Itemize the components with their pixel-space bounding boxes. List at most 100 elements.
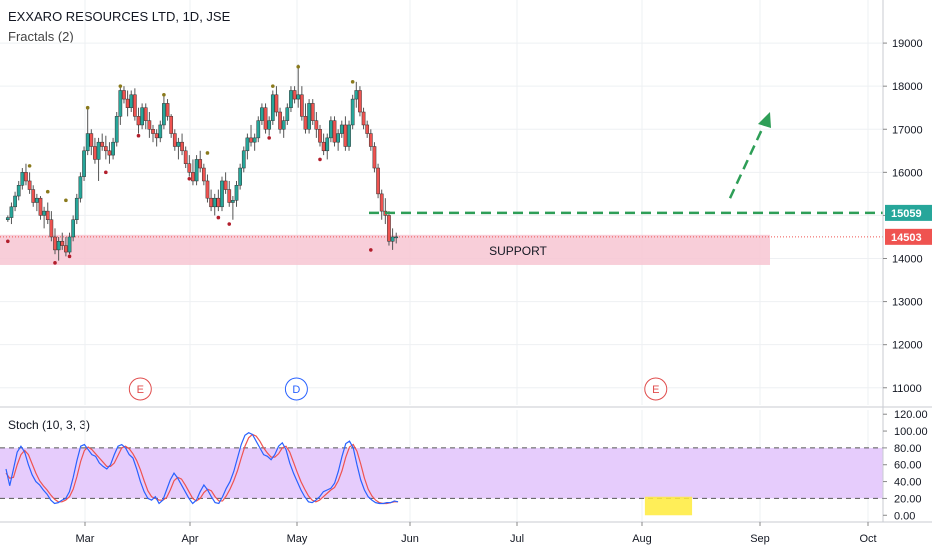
candle-body	[292, 90, 297, 100]
month-label: Jul	[510, 533, 524, 545]
candle	[368, 129, 373, 151]
candle	[183, 146, 188, 169]
candle	[292, 86, 297, 104]
fractal-down-marker	[187, 177, 192, 181]
event-marker-label: D	[292, 384, 300, 396]
candle-body	[5, 217, 10, 220]
candle-body	[234, 185, 239, 201]
stoch-d-line	[5, 433, 399, 505]
candle-body	[241, 150, 246, 169]
stoch-tick-label: 20.00	[894, 493, 922, 505]
candle	[278, 107, 282, 134]
candle	[394, 232, 399, 244]
candle	[263, 103, 268, 134]
candle-body	[296, 94, 301, 100]
candle-body	[220, 180, 224, 208]
fractal-up-marker	[27, 164, 32, 168]
chart-title: EXXARO RESOURCES LTD, 1D, JSE	[8, 9, 231, 24]
candle-body	[252, 137, 257, 143]
candle-body	[223, 180, 228, 190]
candle	[354, 81, 359, 108]
candle-body	[325, 137, 330, 152]
candle	[365, 120, 370, 138]
event-marker	[284, 377, 308, 401]
price-tick-label: 16000	[892, 167, 923, 179]
candle	[310, 99, 315, 125]
candle-body	[100, 141, 105, 147]
candle	[103, 135, 108, 160]
candle-body	[314, 120, 319, 130]
candle	[165, 99, 170, 121]
candle	[205, 174, 210, 203]
event-marker	[128, 377, 152, 401]
candle-body	[24, 172, 28, 182]
candle	[372, 142, 377, 173]
candle	[223, 172, 228, 194]
fractal-up-marker	[296, 64, 301, 69]
candle	[147, 112, 152, 138]
month-label: Sep	[750, 533, 770, 545]
candle-body	[194, 159, 199, 182]
candle	[114, 112, 119, 147]
stoch-tick-label: 0.00	[894, 510, 915, 522]
candle-body	[96, 141, 101, 160]
candle	[100, 133, 105, 151]
candle	[151, 124, 155, 143]
event-marker-label: E	[652, 384, 659, 396]
indicator-label-fractals: Fractals (2)	[8, 29, 74, 44]
candle	[220, 176, 224, 212]
price-label-text: 15059	[891, 208, 922, 220]
candle	[169, 114, 174, 138]
candle-body	[227, 189, 232, 203]
candle	[67, 232, 72, 255]
candle-body	[260, 107, 264, 121]
support-zone	[0, 234, 770, 265]
price-tick-label: 12000	[892, 340, 923, 352]
candle-body	[358, 90, 362, 113]
candle	[303, 103, 308, 134]
candle	[20, 168, 25, 190]
candle-body	[372, 146, 377, 169]
candle	[82, 146, 86, 181]
stoch-highlight	[644, 496, 693, 516]
candle	[194, 155, 199, 186]
candle	[285, 103, 290, 125]
candle	[56, 236, 61, 261]
candle-body	[13, 195, 17, 208]
candle	[140, 103, 144, 130]
candle-body	[350, 98, 355, 126]
price-label-box	[885, 204, 932, 221]
candle-body	[154, 133, 159, 139]
candle	[318, 124, 322, 147]
candle	[31, 185, 36, 207]
candle	[339, 120, 344, 138]
candle-body	[125, 98, 130, 108]
month-label: Aug	[632, 533, 652, 545]
candle	[118, 86, 123, 125]
candle-body	[299, 94, 304, 117]
candle-body	[165, 103, 170, 117]
candle-body	[143, 107, 148, 121]
price-tick-label: 13000	[892, 297, 923, 309]
candle-body	[180, 141, 184, 152]
candle	[260, 103, 264, 125]
candle-body	[379, 193, 384, 212]
candle	[249, 124, 253, 147]
candle	[191, 159, 195, 186]
candle	[212, 193, 217, 216]
candle	[336, 129, 340, 151]
stoch-tick-label: 40.00	[894, 477, 922, 489]
candle	[361, 107, 366, 130]
candle-body	[285, 107, 290, 121]
fractal-up-marker	[162, 92, 166, 97]
candle-body	[172, 133, 177, 147]
candle-body	[245, 137, 250, 152]
candle	[158, 120, 163, 143]
fractal-down-marker	[216, 215, 221, 220]
fractal-down-marker	[6, 239, 10, 244]
candle-body	[336, 133, 340, 143]
candle-body	[238, 167, 242, 186]
fractal-up-marker	[350, 80, 355, 84]
candle-body	[82, 150, 86, 177]
